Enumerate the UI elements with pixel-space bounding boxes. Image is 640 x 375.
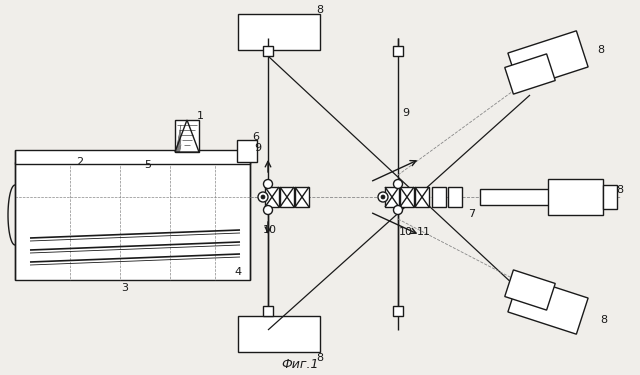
Text: 2: 2 [76,157,84,167]
Text: 8: 8 [616,185,623,195]
Polygon shape [175,120,199,152]
Bar [265,187,279,207]
Text: 9: 9 [255,143,262,153]
Bar [552,181,582,213]
Text: 4: 4 [234,267,241,277]
Text: 11: 11 [417,227,431,237]
Text: 8: 8 [316,5,324,15]
Text: 10: 10 [263,225,277,235]
Polygon shape [508,276,588,334]
Text: Фиг.1: Фиг.1 [281,357,319,370]
Bar [415,187,429,207]
Bar [385,187,399,207]
Circle shape [264,180,273,189]
Bar [603,185,617,209]
Text: 9: 9 [403,108,410,118]
Circle shape [394,206,403,214]
Bar [263,46,273,56]
Bar [400,187,414,207]
Bar [393,306,403,316]
Polygon shape [505,54,556,94]
Bar [448,187,462,207]
Polygon shape [505,270,556,310]
Bar [238,316,320,352]
Text: 3: 3 [122,283,129,293]
Circle shape [381,195,385,199]
Bar [15,162,250,280]
Text: 5: 5 [145,160,152,170]
Circle shape [394,180,403,189]
Bar [432,187,446,207]
Bar [295,187,309,207]
Bar [582,187,590,207]
Text: 8: 8 [316,353,324,363]
Text: 7: 7 [468,209,476,219]
Polygon shape [508,31,588,89]
Text: 8: 8 [597,45,605,55]
Text: 10: 10 [399,227,413,237]
Circle shape [261,195,265,199]
Bar [237,140,257,162]
Text: 1: 1 [196,111,204,121]
Bar [238,14,320,50]
Bar [393,46,403,56]
Circle shape [378,192,388,202]
Bar [480,189,552,205]
Circle shape [258,192,268,202]
Circle shape [264,206,273,214]
Bar [175,120,199,152]
Text: 8: 8 [600,315,607,325]
Bar [15,150,250,164]
Bar [548,179,603,215]
Bar [263,306,273,316]
Text: 6: 6 [253,132,259,142]
Bar [280,187,294,207]
